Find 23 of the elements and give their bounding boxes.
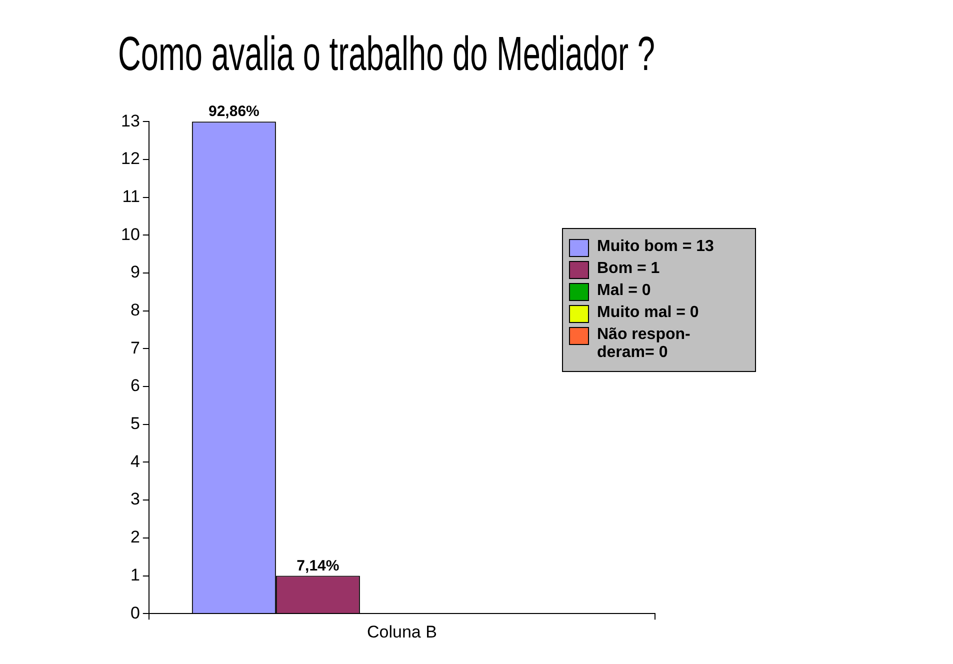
annotation: 7,14% [296, 557, 340, 574]
y-tick-label: 9 [130, 262, 140, 282]
y-tick-label: 13 [120, 111, 140, 130]
legend-label: Mal = 0 [597, 282, 651, 300]
legend-label: Muito mal = 0 [597, 304, 699, 322]
y-tick-label: 5 [130, 414, 140, 434]
y-tick-label: 1 [130, 565, 140, 584]
y-tick-label: 7 [130, 338, 140, 358]
text: 92,86% [208, 103, 260, 120]
legend-label: Bom = 1 [597, 260, 660, 278]
legend-label: Muito bom = 13 [597, 238, 714, 256]
y-tick-label: 6 [130, 376, 140, 396]
y-tick-label: 12 [120, 149, 140, 168]
legend-label: Não respon- deram= 0 [597, 326, 690, 362]
y-tick-label: 0 [130, 603, 140, 622]
y-tick-label: 11 [122, 186, 140, 206]
y-tick-label: 10 [120, 224, 140, 244]
y-tick-label: 3 [130, 490, 140, 509]
y-tick-label: 4 [130, 452, 140, 471]
x-tick-label: Coluna B [366, 622, 437, 642]
y-tick-label: 8 [130, 300, 140, 320]
y-tick-label: 2 [130, 528, 140, 547]
chart-title: Como avalia o trabalho do Mediador ? [118, 26, 655, 81]
